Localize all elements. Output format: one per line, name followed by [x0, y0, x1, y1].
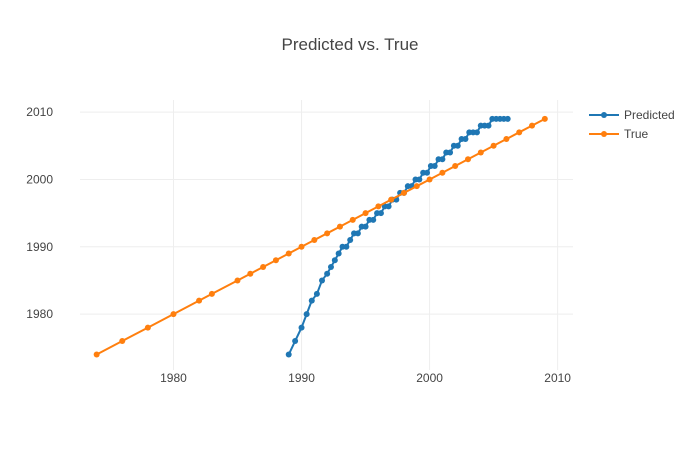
legend: Predicted True — [589, 108, 675, 141]
data-point-true — [311, 237, 318, 244]
y-tick-label: 1990 — [26, 240, 53, 254]
y-tick-label: 1980 — [26, 307, 53, 321]
data-point-true — [119, 338, 126, 345]
data-point-predicted — [504, 115, 511, 122]
data-point-true — [260, 263, 267, 270]
data-point-true — [144, 324, 151, 331]
series-line-true — [96, 117, 546, 356]
x-tick-label: 1980 — [160, 371, 187, 385]
legend-item-true[interactable]: True — [589, 127, 649, 141]
data-point-predicted — [431, 162, 438, 169]
data-point-predicted — [462, 136, 469, 143]
legend-label: True — [624, 127, 649, 141]
data-point-true — [439, 169, 446, 176]
chart-title: Predicted vs. True — [281, 35, 418, 54]
data-point-predicted — [370, 216, 377, 223]
data-point-true — [196, 297, 203, 304]
x-tick-label: 1990 — [288, 371, 315, 385]
y-tick-label: 2010 — [26, 105, 53, 119]
data-point-predicted — [298, 324, 305, 331]
series-layer — [93, 115, 548, 358]
data-point-predicted — [424, 169, 431, 176]
data-point-predicted — [331, 257, 338, 264]
x-tick-label: 2000 — [416, 371, 443, 385]
y-axis-ticks: 1980 1990 2000 2010 — [26, 105, 53, 321]
data-point-predicted — [447, 149, 454, 156]
data-point-true — [426, 176, 433, 183]
data-point-predicted — [347, 237, 354, 244]
data-point-predicted — [343, 243, 350, 250]
data-point-predicted — [303, 311, 310, 318]
data-point-true — [362, 210, 369, 217]
data-point-true — [529, 122, 536, 129]
data-point-true — [349, 216, 356, 223]
data-point-true — [516, 129, 523, 136]
data-point-predicted — [362, 223, 369, 230]
data-point-predicted — [335, 250, 342, 257]
legend-swatch-marker — [601, 131, 607, 137]
legend-item-predicted[interactable]: Predicted — [589, 108, 675, 122]
data-point-true — [400, 189, 407, 196]
data-point-true — [388, 196, 395, 203]
data-point-true — [298, 243, 305, 250]
data-point-predicted — [377, 210, 384, 217]
data-point-true — [170, 311, 177, 318]
legend-label: Predicted — [624, 108, 675, 122]
x-axis-ticks: 1980 1990 2000 2010 — [160, 371, 571, 385]
data-point-true — [324, 230, 331, 237]
x-tick-label: 2010 — [544, 371, 571, 385]
data-point-predicted — [313, 290, 320, 297]
data-point-true — [541, 115, 548, 122]
data-point-true — [285, 250, 292, 257]
data-point-true — [272, 257, 279, 264]
data-point-predicted — [473, 129, 480, 136]
data-point-true — [208, 290, 215, 297]
data-point-true — [452, 162, 459, 169]
data-point-predicted — [324, 270, 331, 277]
data-point-predicted — [454, 142, 461, 149]
data-point-predicted — [385, 203, 392, 210]
grid-layer — [80, 100, 573, 370]
data-point-true — [234, 277, 241, 284]
y-tick-label: 2000 — [26, 172, 53, 186]
data-point-predicted — [319, 277, 326, 284]
data-point-predicted — [485, 122, 492, 129]
data-point-true — [490, 142, 497, 149]
legend-swatch-marker — [601, 112, 607, 118]
data-point-predicted — [416, 176, 423, 183]
data-point-true — [247, 270, 254, 277]
data-point-true — [336, 223, 343, 230]
data-point-true — [93, 351, 100, 358]
data-point-true — [413, 183, 420, 190]
data-point-predicted — [292, 338, 299, 345]
data-point-predicted — [439, 156, 446, 163]
data-point-true — [503, 136, 510, 143]
data-point-predicted — [308, 297, 315, 304]
data-point-predicted — [354, 230, 361, 237]
data-point-true — [464, 156, 471, 163]
data-point-true — [477, 149, 484, 156]
series-true — [93, 115, 548, 358]
data-point-true — [375, 203, 382, 210]
data-point-predicted — [327, 263, 334, 270]
data-point-predicted — [285, 351, 292, 358]
